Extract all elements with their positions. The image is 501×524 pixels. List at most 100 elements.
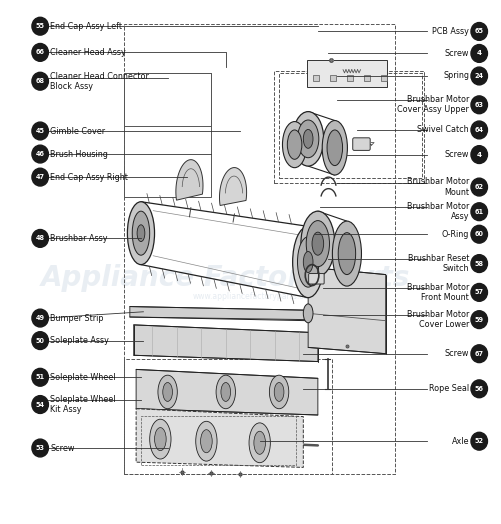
Text: Soleplate Wheel
Kit Assy: Soleplate Wheel Kit Assy bbox=[50, 395, 116, 414]
Circle shape bbox=[32, 168, 48, 186]
Circle shape bbox=[470, 23, 486, 40]
Text: End Cap Assy Left: End Cap Assy Left bbox=[50, 21, 122, 31]
Text: 45: 45 bbox=[36, 128, 45, 134]
Text: End Cap Assy Right: End Cap Assy Right bbox=[50, 172, 128, 182]
Text: 61: 61 bbox=[474, 209, 483, 215]
Text: 68: 68 bbox=[36, 78, 45, 84]
Ellipse shape bbox=[303, 252, 313, 272]
Circle shape bbox=[470, 311, 486, 329]
Text: www.appliancefactoryparts.com: www.appliancefactoryparts.com bbox=[193, 291, 316, 301]
Text: 51: 51 bbox=[36, 374, 45, 380]
Ellipse shape bbox=[322, 121, 347, 175]
Ellipse shape bbox=[282, 122, 306, 168]
Ellipse shape bbox=[292, 112, 323, 166]
Text: 64: 64 bbox=[474, 127, 483, 133]
Text: 67: 67 bbox=[474, 351, 483, 357]
Text: Soleplate Assy: Soleplate Assy bbox=[50, 336, 109, 345]
Bar bbox=[346, 75, 352, 81]
Circle shape bbox=[32, 72, 48, 90]
Ellipse shape bbox=[338, 233, 355, 275]
Text: 57: 57 bbox=[474, 289, 483, 296]
Text: 52: 52 bbox=[474, 438, 483, 444]
Ellipse shape bbox=[303, 129, 313, 148]
Ellipse shape bbox=[195, 421, 216, 461]
Text: 49: 49 bbox=[36, 315, 45, 321]
Ellipse shape bbox=[332, 221, 361, 286]
Ellipse shape bbox=[220, 383, 230, 401]
Text: Bumper Strip: Bumper Strip bbox=[50, 313, 104, 323]
Text: 55: 55 bbox=[36, 23, 45, 29]
Text: Screw: Screw bbox=[444, 49, 468, 58]
Bar bbox=[274, 71, 424, 183]
Ellipse shape bbox=[274, 383, 284, 401]
Text: Appliance Factory Parts: Appliance Factory Parts bbox=[41, 264, 410, 292]
Ellipse shape bbox=[200, 430, 212, 453]
Text: O-Ring: O-Ring bbox=[441, 230, 468, 239]
Text: Swivel Catch: Swivel Catch bbox=[417, 125, 468, 135]
Ellipse shape bbox=[312, 232, 323, 255]
Text: 63: 63 bbox=[474, 102, 483, 108]
Bar bbox=[329, 75, 335, 81]
Text: Gimble Cover: Gimble Cover bbox=[50, 126, 105, 136]
Ellipse shape bbox=[297, 237, 318, 287]
Bar bbox=[313, 75, 318, 81]
Ellipse shape bbox=[137, 225, 145, 242]
Text: Brush Housing: Brush Housing bbox=[50, 149, 108, 159]
Ellipse shape bbox=[287, 130, 301, 159]
Circle shape bbox=[470, 45, 486, 62]
Circle shape bbox=[470, 146, 486, 163]
Circle shape bbox=[470, 283, 486, 301]
Circle shape bbox=[32, 17, 48, 35]
Bar bbox=[380, 75, 386, 81]
Text: 56: 56 bbox=[474, 386, 483, 392]
Text: PCB Assy: PCB Assy bbox=[431, 27, 468, 36]
Circle shape bbox=[470, 225, 486, 243]
Text: 54: 54 bbox=[36, 401, 45, 408]
FancyBboxPatch shape bbox=[307, 60, 386, 87]
Polygon shape bbox=[130, 307, 308, 320]
Text: Brushbar Motor
Assy: Brushbar Motor Assy bbox=[406, 202, 468, 222]
Text: Brushbar Motor
Mount: Brushbar Motor Mount bbox=[406, 177, 468, 197]
Ellipse shape bbox=[306, 221, 329, 267]
Ellipse shape bbox=[327, 130, 342, 166]
Text: Axle: Axle bbox=[450, 436, 468, 446]
Circle shape bbox=[470, 345, 486, 363]
Circle shape bbox=[470, 67, 486, 85]
Text: 62: 62 bbox=[474, 184, 483, 190]
Ellipse shape bbox=[158, 375, 177, 409]
Text: Spring: Spring bbox=[442, 71, 468, 81]
Circle shape bbox=[32, 368, 48, 386]
Circle shape bbox=[32, 439, 48, 457]
Text: Brushbar Assy: Brushbar Assy bbox=[50, 234, 108, 243]
Text: Brushbar Motor
Cover Assy Upper: Brushbar Motor Cover Assy Upper bbox=[396, 95, 468, 115]
Bar bbox=[124, 24, 395, 474]
Text: 53: 53 bbox=[36, 445, 45, 451]
Text: 60: 60 bbox=[474, 231, 483, 237]
Text: 50: 50 bbox=[36, 337, 45, 344]
Ellipse shape bbox=[215, 375, 235, 409]
Polygon shape bbox=[175, 160, 202, 200]
Circle shape bbox=[32, 309, 48, 327]
Circle shape bbox=[470, 203, 486, 221]
Circle shape bbox=[32, 230, 48, 247]
Text: 47: 47 bbox=[36, 174, 45, 180]
Text: Screw: Screw bbox=[444, 150, 468, 159]
Ellipse shape bbox=[149, 419, 171, 459]
Polygon shape bbox=[136, 409, 303, 467]
FancyBboxPatch shape bbox=[308, 274, 324, 284]
Ellipse shape bbox=[127, 202, 154, 265]
Polygon shape bbox=[308, 267, 385, 354]
Polygon shape bbox=[133, 325, 317, 362]
Text: 4: 4 bbox=[476, 151, 481, 158]
Text: 48: 48 bbox=[36, 235, 45, 242]
Ellipse shape bbox=[162, 383, 172, 401]
Circle shape bbox=[32, 396, 48, 413]
Circle shape bbox=[470, 255, 486, 272]
Text: Brushbar Motor
Front Mount: Brushbar Motor Front Mount bbox=[406, 282, 468, 302]
Text: Screw: Screw bbox=[50, 443, 75, 453]
Text: 66: 66 bbox=[36, 49, 45, 56]
Ellipse shape bbox=[248, 423, 270, 463]
Ellipse shape bbox=[132, 211, 149, 255]
Ellipse shape bbox=[300, 211, 334, 276]
Text: Soleplate Wheel: Soleplate Wheel bbox=[50, 373, 116, 382]
